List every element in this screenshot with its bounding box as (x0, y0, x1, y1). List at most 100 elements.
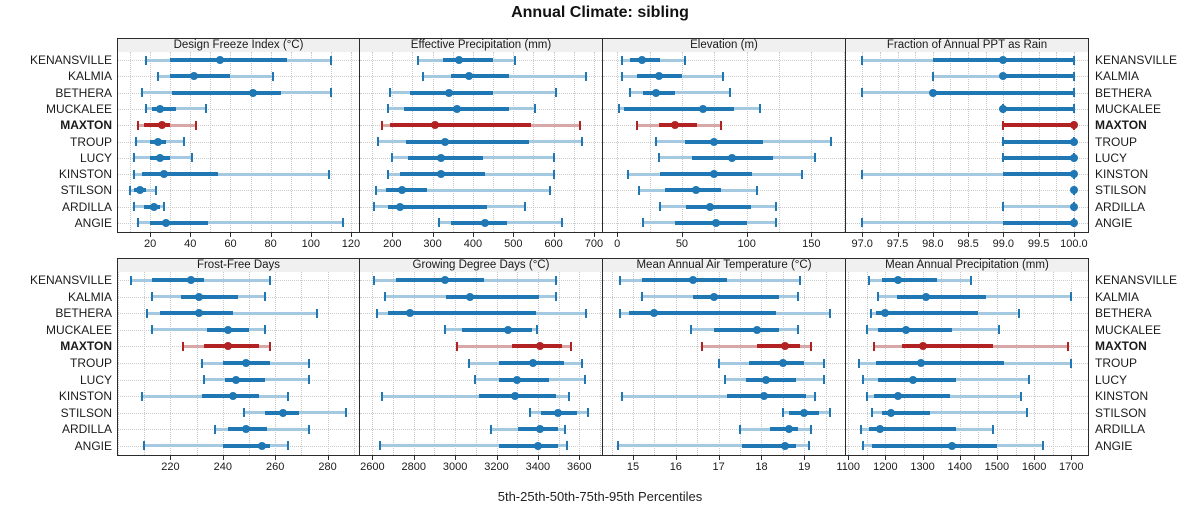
percentile-box-25-75 (172, 90, 281, 95)
panel: Fraction of Annual PPT as Rain 97.0 97.5 98… (845, 38, 1089, 253)
percentile-box-25-75 (388, 204, 488, 209)
median-dot (759, 392, 768, 401)
median-dot (444, 88, 453, 97)
median-dot (781, 441, 790, 450)
panel: Effective Precipitation (mm) 200 300 400 500… (359, 38, 603, 253)
whisker-cap (191, 153, 194, 163)
axis-tick-mark (350, 233, 352, 237)
category-label-right: STILSON (1095, 405, 1147, 420)
axis-tick-label: 400 (463, 238, 483, 250)
whisker-cap (387, 169, 390, 179)
axis-tick-mark (170, 456, 172, 460)
category-label-right: LUCY (1095, 372, 1128, 387)
whisker-cap (135, 137, 138, 146)
axis-tick-mark (222, 456, 224, 460)
percentile-box-25-75 (876, 361, 1005, 365)
whisker-cap (552, 153, 555, 163)
median-dot (999, 72, 1008, 81)
gridline-horizontal (846, 108, 1088, 110)
gridline-horizontal (118, 108, 359, 110)
whisker-cap (387, 104, 390, 114)
percentile-box-25-75 (152, 278, 205, 283)
median-dot (909, 375, 918, 384)
axis-tick-mark (932, 233, 934, 237)
category-label-left: LUCY (79, 372, 112, 387)
whisker-cap (862, 375, 865, 385)
median-dot (513, 375, 522, 384)
percentile-box-25-75 (881, 278, 938, 283)
category-label-left: MUCKALEE (45, 322, 112, 337)
percentile-box-25-75 (390, 123, 532, 128)
panel-header: Mean Annual Air Temperature (°C) (602, 258, 846, 273)
whisker-cap (809, 424, 812, 434)
median-dot (465, 292, 474, 301)
whisker-cap (580, 137, 583, 146)
percentile-box-25-75 (748, 361, 805, 365)
median-dot (654, 72, 663, 81)
axis-tick-mark (681, 233, 683, 237)
whisker-cap (327, 169, 330, 179)
gridline-horizontal (846, 206, 1088, 208)
axis-tick-label: 50 (675, 238, 689, 250)
axis-tick-label: 150 (802, 238, 821, 250)
whisker-cap (263, 325, 266, 335)
axis-tick-mark (1034, 456, 1036, 460)
axis-tick-mark (372, 456, 374, 460)
median-dot (430, 121, 439, 130)
whisker-cap (997, 325, 1000, 335)
median-dot (1069, 186, 1078, 195)
percentile-box-25-75 (1003, 172, 1074, 177)
median-dot (1069, 153, 1078, 162)
whisker-cap (341, 218, 344, 228)
panel-header: Design Freeze Index (°C) (117, 38, 360, 53)
whisker-cap (829, 137, 832, 146)
axis-tick-mark (496, 456, 498, 460)
whisker-cap (308, 375, 311, 385)
whisker-cap (756, 185, 758, 195)
category-label-left: MAXTON (60, 118, 112, 133)
axis-tick-mark (617, 233, 619, 237)
whisker-cap (799, 275, 802, 285)
axis-tick-label: 99.0 (992, 238, 1015, 250)
category-label-right: MAXTON (1095, 118, 1147, 133)
whisker-cap (524, 202, 527, 212)
percentile-box-25-75 (386, 188, 427, 193)
whisker-cap (133, 202, 136, 212)
percentile-box-25-75 (450, 220, 508, 225)
whisker-cap (287, 391, 290, 401)
axis-tick-label: 60 (224, 238, 237, 250)
percentile-box-25-75 (1003, 74, 1074, 79)
median-dot (396, 202, 405, 211)
median-dot (533, 441, 542, 450)
category-label-left: MUCKALEE (45, 101, 112, 116)
whisker-cap (642, 218, 645, 228)
whisker-cap (822, 358, 825, 368)
axis-tick-label: 98.5 (957, 238, 979, 250)
gridline-horizontal (118, 206, 359, 208)
category-label-right: LUCY (1095, 150, 1128, 165)
whisker-cap (381, 120, 384, 130)
whisker-cap (565, 441, 568, 451)
whisker-cap (555, 292, 558, 302)
category-label-left: BETHERA (55, 306, 112, 321)
percentile-box-25-75 (170, 74, 231, 79)
median-dot (160, 170, 169, 179)
gridline-horizontal (118, 157, 359, 159)
median-dot (710, 137, 719, 146)
whisker-cap (781, 408, 784, 418)
percentile-box-25-75 (170, 58, 287, 63)
gridline-horizontal (118, 125, 359, 127)
median-dot (1069, 137, 1078, 146)
whisker-cap (263, 292, 266, 302)
category-label-right: MAXTON (1095, 339, 1147, 354)
gridline-horizontal (846, 157, 1088, 159)
median-dot (800, 408, 809, 417)
whisker-cap (375, 185, 378, 195)
median-dot (156, 104, 165, 113)
panel: Elevation (m) 0 50 100 150 (602, 38, 846, 253)
axis-tick-label: 100 (737, 238, 756, 250)
axis-tick-mark (472, 233, 474, 237)
whisker-cap (268, 341, 271, 351)
percentile-range-5-95 (134, 172, 329, 176)
category-label-left: ANGIE (74, 438, 112, 453)
